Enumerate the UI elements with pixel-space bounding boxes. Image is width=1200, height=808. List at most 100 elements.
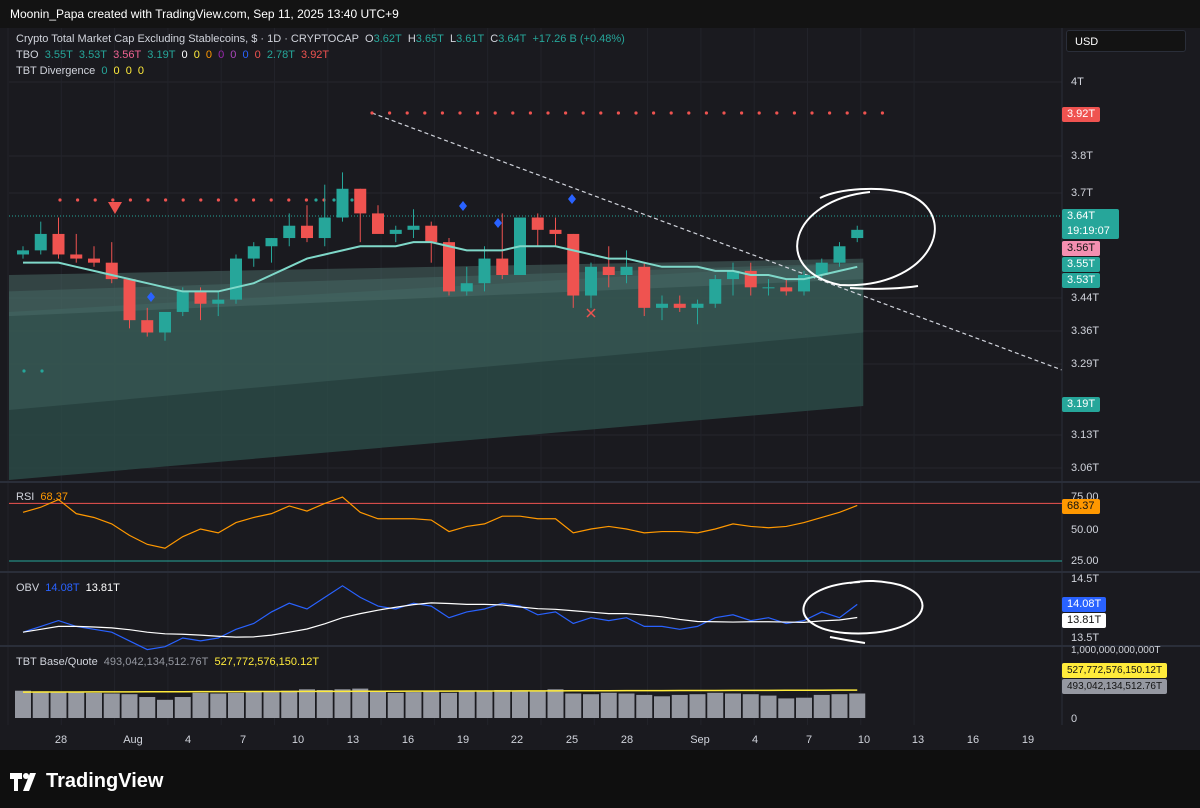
candle-body (727, 270, 739, 280)
tbo-v2: 3.56T (113, 49, 142, 61)
diamond-signal-icon (459, 201, 467, 211)
time-axis-label: 16 (401, 734, 415, 746)
tbo-v10: 0 (254, 49, 261, 61)
resistance-dot (581, 111, 585, 115)
base-bar (778, 698, 795, 718)
base-bar (618, 693, 635, 718)
time-axis-label: 4 (751, 734, 759, 746)
candle-body (780, 287, 793, 292)
base-bar (299, 689, 315, 718)
resistance-dot (722, 111, 726, 115)
resistance-dot (845, 111, 849, 115)
tbo-cloud (9, 215, 1062, 480)
resistance-dot (58, 198, 62, 202)
candle-body (478, 258, 491, 284)
candle-body (301, 225, 313, 239)
rsi-label: RSI (16, 491, 35, 503)
resistance-dot (810, 111, 814, 115)
base-bar (849, 693, 866, 718)
time-axis-label: Sep (690, 734, 710, 746)
high-label: H (407, 33, 416, 45)
resistance-dot (76, 198, 80, 202)
resistance-dot (687, 111, 691, 115)
resistance-dot (546, 111, 550, 115)
signal-markers (108, 194, 596, 318)
base-bar (68, 692, 85, 718)
base-bar (583, 694, 599, 718)
candle-body (673, 303, 686, 308)
rsi-line (22, 496, 858, 549)
time-axis-label: 19 (1021, 734, 1035, 746)
time-axis-label: 19 (456, 734, 470, 746)
candle-body (851, 229, 864, 239)
resistance-dot (146, 198, 150, 202)
obv-underline-annotation (829, 636, 866, 644)
tbt-v0: 0 (101, 65, 108, 77)
trend-lines (22, 111, 1063, 373)
tbt-v2: 0 (125, 65, 132, 77)
candle-body (709, 279, 722, 304)
currency-button[interactable]: USD (1066, 30, 1186, 52)
rsi-axis-label: 50.00 (1071, 524, 1099, 536)
time-axis-label: 22 (510, 734, 524, 746)
high-price-tag: 3.92T (1062, 107, 1101, 122)
resistance-dot (164, 198, 168, 202)
tbo-legend: TBO 3.55T 3.53T 3.56T 3.19T 0 0 0 0 0 0 … (16, 49, 332, 61)
resistance-dot (828, 111, 832, 115)
cross-signal-icon (586, 308, 596, 318)
candle-body (443, 242, 455, 292)
candle-body (88, 258, 100, 263)
resistance-dot (634, 111, 638, 115)
obv-pane (22, 585, 858, 651)
base-bar (86, 692, 102, 718)
time-axis-label: 16 (966, 734, 980, 746)
resistance-dot (370, 111, 374, 115)
base-quote-legend: TBT Base/Quote 493,042,134,512.76T 527,7… (16, 656, 322, 668)
resistance-dot (652, 111, 656, 115)
resistance-dot (234, 198, 238, 202)
base-bar (423, 691, 440, 718)
resistance-dot (564, 111, 568, 115)
tradingview-logo: TradingView (10, 770, 163, 793)
time-axis-label: 4 (184, 734, 192, 746)
ma-line-path (23, 241, 858, 293)
base-bar (760, 695, 777, 718)
tbo-tag: 3.55T (1062, 257, 1101, 272)
candle-body (17, 250, 29, 255)
price-axis-label: 3.06T (1071, 462, 1100, 474)
time-axis[interactable]: 28 Aug 4 7 10 13 16 19 22 25 28 Sep 4 7 10 13 16 19 (0, 727, 1062, 747)
price-chart[interactable] (0, 0, 1200, 750)
support-dot (22, 369, 26, 373)
candle-body (318, 217, 331, 239)
base-bar (245, 691, 262, 718)
candle-body (265, 238, 278, 247)
resistance-dot (128, 198, 132, 202)
tbo-label: TBO (16, 49, 39, 61)
obv-tag: 14.08T (1062, 597, 1107, 612)
base-bar (210, 693, 227, 718)
candle-body (389, 229, 402, 234)
diamond-signal-icon (147, 292, 155, 302)
candle-body (212, 299, 225, 304)
trend-line (371, 112, 1063, 371)
resistance-dot (388, 111, 392, 115)
rsi-value-tag: 68.37 (1062, 499, 1100, 514)
underline-annotation (849, 285, 919, 290)
candle-body (425, 225, 438, 243)
support-dot (40, 369, 44, 373)
tbo-tag: 3.53T (1062, 273, 1101, 288)
base-bar (103, 693, 120, 718)
tbo-v8: 0 (230, 49, 237, 61)
quote-line (22, 689, 858, 693)
base-bar (281, 690, 298, 718)
base-bar (707, 692, 724, 718)
tbo-tag: 3.56T (1062, 241, 1101, 256)
watermark-header: Moonin_Papa created with TradingView.com… (0, 0, 1200, 28)
candle-body (549, 229, 562, 234)
support-dot (350, 198, 354, 202)
candle-body (585, 266, 597, 296)
base-bar (494, 690, 511, 718)
candle-body (833, 246, 846, 263)
candle-body (34, 233, 47, 251)
obv-legend: OBV 14.08T 13.81T (16, 582, 123, 594)
